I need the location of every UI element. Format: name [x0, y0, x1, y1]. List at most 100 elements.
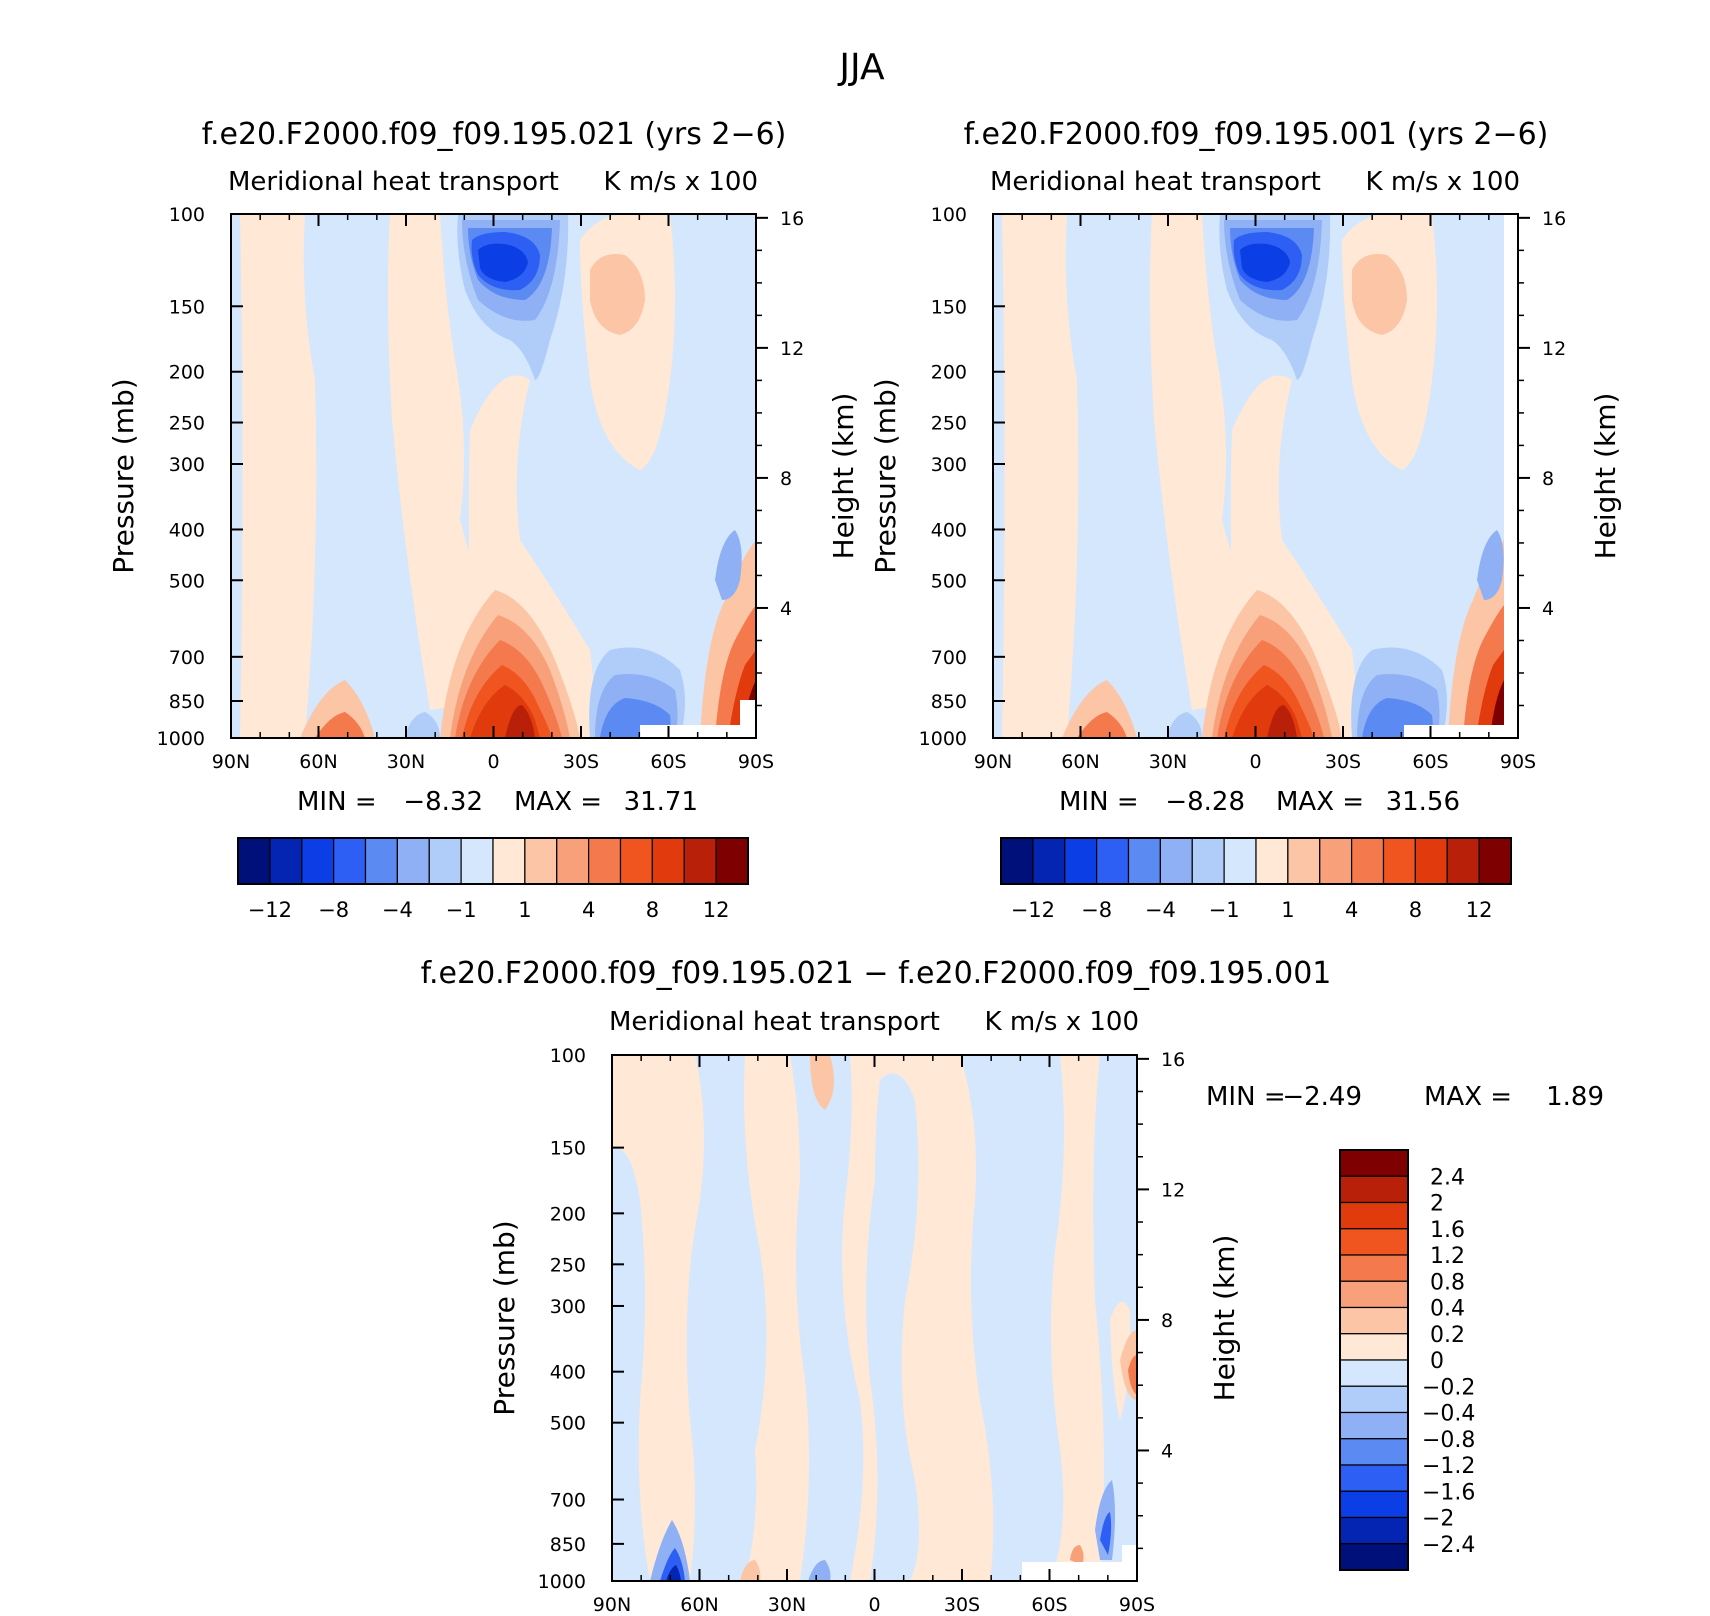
colorbar-box [460, 837, 494, 885]
y-tick-label: 850 [169, 691, 205, 713]
right-string: K m/s x 100 [985, 1007, 1140, 1037]
contour-positive-1 [740, 1560, 761, 1581]
y-right-tick-label: 16 [1542, 208, 1566, 230]
colorbar-box [1339, 1438, 1409, 1466]
colorbar-box [1287, 837, 1321, 885]
y-tick-label: 250 [169, 413, 205, 435]
y-tick-label: 400 [931, 519, 967, 541]
y-tick-label: 700 [169, 647, 205, 669]
contour-negative-0 [866, 1073, 919, 1581]
colorbar-box [1223, 837, 1257, 885]
min-value: −2.49 [1282, 1082, 1362, 1112]
missing-region [640, 725, 740, 738]
x-tick-label: 30S [563, 751, 599, 773]
left-string: Meridional heat transport [228, 167, 559, 197]
y-tick-label: 850 [931, 691, 967, 713]
colorbar-box [524, 837, 558, 885]
missing-region [1504, 214, 1518, 738]
contour-negative-1 [1167, 712, 1202, 738]
y-tick-label: 300 [550, 1296, 586, 1318]
colorbar-box [1191, 837, 1225, 885]
colorbar-frame [1339, 1149, 1409, 1571]
colorbar-label: −2.4 [1422, 1533, 1475, 1558]
y-tick-label: 1000 [538, 1571, 586, 1593]
figure-title: JJA [837, 47, 885, 88]
colorbar-box [556, 837, 590, 885]
right-string: K m/s x 100 [604, 167, 759, 197]
max-value: 31.56 [1386, 787, 1460, 817]
contour-field [993, 214, 1518, 738]
colorbar-label: 12 [703, 898, 730, 922]
colorbar-label: −12 [1011, 898, 1055, 922]
x-tick-label: 60S [650, 751, 686, 773]
colorbar-label: −0.4 [1422, 1402, 1475, 1427]
colorbar-box [1127, 837, 1161, 885]
colorbar-label: −1.2 [1422, 1454, 1475, 1479]
colorbar-box [1339, 1359, 1409, 1387]
colorbar-box [1096, 837, 1130, 885]
colorbar-label: −1 [446, 898, 477, 922]
max-value: 31.71 [624, 787, 698, 817]
colorbar-box [1339, 1254, 1409, 1282]
contour-positive-0 [1002, 214, 1079, 738]
max-value: 1.89 [1546, 1082, 1604, 1112]
contour-negative-2 [1477, 530, 1504, 600]
x-tick-label: 0 [487, 751, 499, 773]
contour-field [231, 214, 756, 738]
axes: 90N 60N 30N 0 30S 60S 90S 100 150 200 250 300 400 500… [107, 204, 860, 922]
x-tick-label: 90N [593, 1594, 631, 1616]
panel-case-a: f.e20.F2000.f09_f09.195.021 (yrs 2−6) Me… [107, 117, 860, 922]
colorbar-label: 8 [646, 898, 659, 922]
panel-case-b: f.e20.F2000.f09_f09.195.001 (yrs 2−6) Me… [869, 117, 1622, 922]
y-tick-label: 150 [169, 296, 205, 318]
left-string: Meridional heat transport [609, 1007, 940, 1037]
y-tick-label: 200 [931, 362, 967, 384]
panel-title: f.e20.F2000.f09_f09.195.021 − f.e20.F200… [421, 956, 1332, 991]
colorbar-box [364, 837, 398, 885]
x-tick-label: 90S [738, 751, 774, 773]
contour-negative-5 [1240, 243, 1290, 282]
min-value: −8.28 [1165, 787, 1245, 817]
y-tick-label: 1000 [919, 728, 967, 750]
colorbar-box [1159, 837, 1193, 885]
y-tick-label: 200 [169, 362, 205, 384]
x-tick-label: 90S [1119, 1594, 1155, 1616]
y-tick-label: 100 [550, 1045, 586, 1067]
colorbar-box [1339, 1175, 1409, 1204]
y-right-tick-label: 4 [1542, 598, 1554, 620]
y-axis-title: Pressure (mb) [488, 1220, 521, 1415]
y-tick-label: 500 [169, 570, 205, 592]
y-right-tick-label: 16 [1161, 1049, 1185, 1071]
colorbar-label: 0 [1430, 1349, 1444, 1374]
y-tick-label: 300 [931, 454, 967, 476]
colorbar-label: 2 [1430, 1192, 1444, 1217]
colorbar-label: −0.8 [1422, 1428, 1475, 1453]
x-tick-label: 60N [299, 751, 337, 773]
y-right-axis-title: Height (km) [1208, 1235, 1241, 1402]
missing-region [740, 700, 756, 738]
colorbar-label: 4 [1345, 898, 1358, 922]
y-right-tick-label: 12 [780, 338, 804, 360]
y-tick-label: 700 [550, 1490, 586, 1512]
contour-negative-1 [405, 712, 440, 738]
colorbar-label: −1 [1209, 898, 1240, 922]
colorbar-box [1319, 837, 1353, 885]
x-tick-label: 30S [944, 1594, 980, 1616]
missing-region [1122, 1545, 1137, 1581]
contour-positive-3 [1128, 1355, 1137, 1395]
y-tick-label: 850 [550, 1534, 586, 1556]
contour-positive-7 [1490, 680, 1504, 738]
x-tick-label: 60N [680, 1594, 718, 1616]
y-right-tick-label: 4 [1161, 1440, 1173, 1462]
y-right-tick-label: 8 [780, 468, 792, 490]
colorbar-box [1339, 1490, 1409, 1519]
colorbar-box [1339, 1149, 1409, 1177]
x-tick-label: 0 [1249, 751, 1261, 773]
y-tick-label: 200 [550, 1203, 586, 1225]
min-value: −8.32 [403, 787, 483, 817]
y-right-tick-label: 12 [1161, 1179, 1185, 1201]
contour-negative-0 [686, 1055, 767, 1581]
y-tick-label: 400 [169, 519, 205, 541]
axes: 90N 60N 30N 0 30S 60S 90S 100 150 200 250 300 400 500… [869, 204, 1622, 922]
